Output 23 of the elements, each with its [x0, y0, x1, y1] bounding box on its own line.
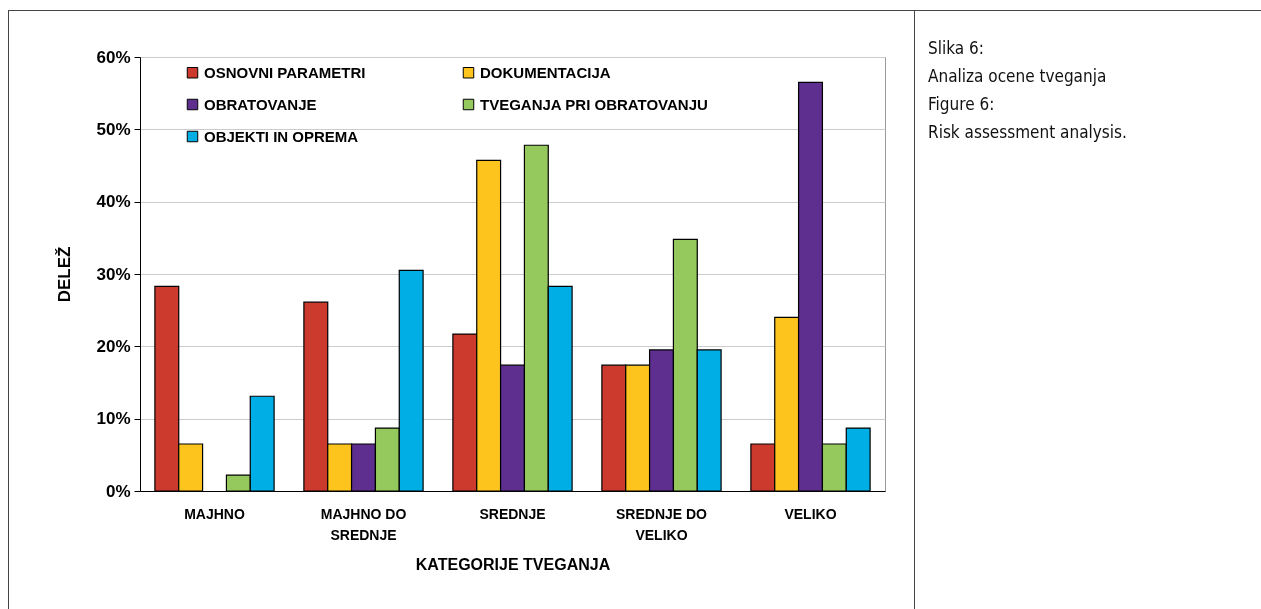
x-tick-label: SREDNJE [479, 505, 546, 522]
y-tick-label: 0% [105, 481, 131, 501]
y-tick-label: 10% [96, 409, 131, 429]
x-tick-label: VELIKO [784, 505, 837, 522]
y-tick-label: 60% [96, 47, 131, 67]
text: Risk assessment analysis. [928, 121, 1127, 144]
y-tick-label: 20% [96, 336, 131, 356]
y-tick-label: 40% [96, 192, 131, 212]
caption: Figure 6: [928, 93, 996, 116]
legend-label: TVEGANJA PRI OBRATOVANJU [480, 95, 708, 113]
y-axis-title: DELEŽ [55, 246, 75, 303]
y-tick-label: 30% [96, 264, 131, 284]
x-tick-label: SREDNJE DO VELIKO [615, 505, 708, 543]
x-tick-label: MAJHNO [184, 505, 245, 522]
legend-label: OBRATOVANJE [204, 95, 317, 113]
y-tick-label: 50% [96, 119, 131, 139]
text: Slika 6: [928, 37, 985, 60]
text: Analiza ocene tveganja [928, 65, 1108, 88]
legend-label: OBJEKTI IN OPREMA [204, 127, 359, 145]
x-axis-title: KATEGORIJE TVEGANJA [415, 555, 611, 573]
legend-label: OSNOVNI PARAMETRI [204, 63, 366, 81]
legend-label: DOKUMENTACIJA [480, 63, 611, 81]
x-tick-label: MAJHNO DO SREDNJE [320, 505, 407, 543]
